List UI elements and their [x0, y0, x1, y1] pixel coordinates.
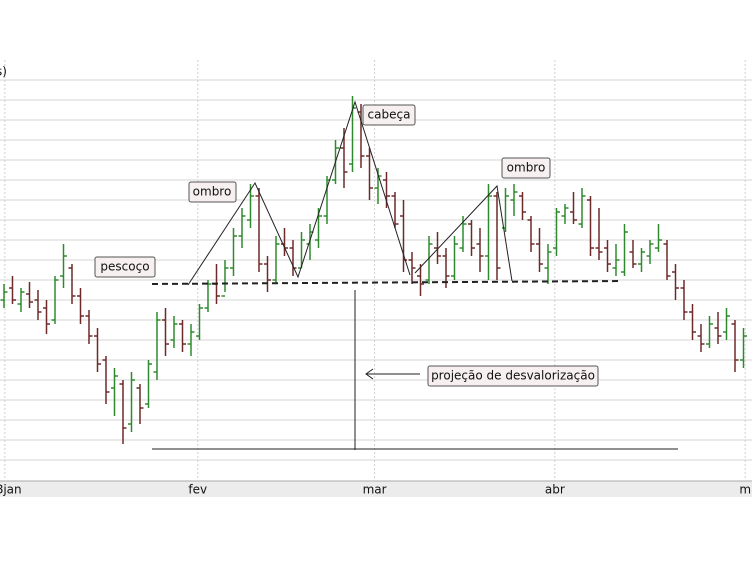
- x-tick-label: 08jan: [0, 483, 22, 497]
- x-tick-label: fev: [188, 483, 207, 497]
- annotation: projeção de desvalorização: [431, 369, 595, 383]
- pattern-line: [187, 100, 411, 286]
- x-tick-label: m: [739, 483, 751, 497]
- annotation: cabeça: [368, 108, 411, 122]
- annotation: ombro: [193, 185, 232, 199]
- x-axis-band: [0, 481, 752, 497]
- ohlc-bars: [0, 96, 747, 444]
- x-tick-label: mar: [363, 483, 387, 497]
- pattern-line: [414, 184, 513, 282]
- x-tick-label: abr: [545, 483, 565, 497]
- annotation: pescoço: [100, 260, 149, 274]
- label-box: [427, 365, 599, 387]
- label-box: [188, 181, 237, 203]
- arrow-head: [365, 368, 374, 380]
- label-box: [94, 256, 156, 278]
- label-box: [501, 157, 551, 179]
- label-box: [362, 104, 416, 126]
- annotations: [151, 100, 678, 450]
- annotation: ombro: [507, 161, 546, 175]
- neckline: [151, 280, 623, 285]
- axis-label: s): [0, 65, 7, 79]
- grid: 08jan fev mar abr m: [0, 60, 752, 497]
